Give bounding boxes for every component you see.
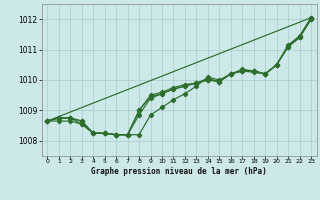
X-axis label: Graphe pression niveau de la mer (hPa): Graphe pression niveau de la mer (hPa) <box>91 167 267 176</box>
